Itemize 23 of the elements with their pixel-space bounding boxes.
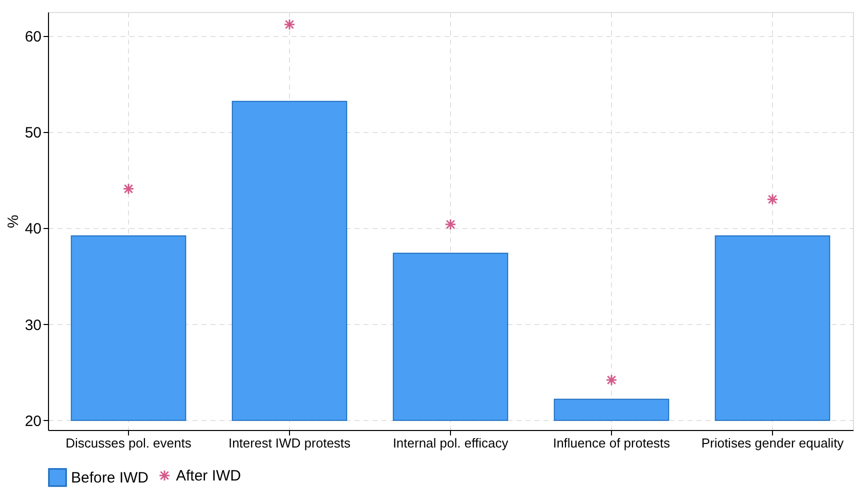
y-axis-title: % [4, 214, 22, 228]
x-tick-label: Influence of protests [552, 436, 671, 450]
point [766, 194, 778, 206]
y-tick-label: 30 [24, 316, 42, 334]
x-tick-label: Discusses pol. events [66, 436, 192, 450]
bar [70, 235, 186, 421]
point [122, 183, 134, 195]
point [444, 218, 456, 230]
y-tick-label: 50 [24, 124, 42, 142]
y-tick-label: 60 [24, 28, 42, 46]
legend-label: Before IWD [71, 470, 149, 486]
bar [554, 398, 670, 421]
bar [392, 252, 508, 421]
point [606, 374, 618, 386]
x-tick-label: Interest IWD protests [228, 436, 352, 450]
point [284, 18, 296, 30]
bar [714, 235, 830, 421]
y-tick-label: 20 [24, 412, 42, 430]
bar [232, 100, 348, 421]
y-tick-label: 40 [24, 220, 42, 238]
legend-label: After IWD [176, 468, 242, 484]
x-tick-label: Internal pol. efficacy [392, 436, 509, 450]
x-tick-label: Priotises gender equality [701, 436, 844, 450]
